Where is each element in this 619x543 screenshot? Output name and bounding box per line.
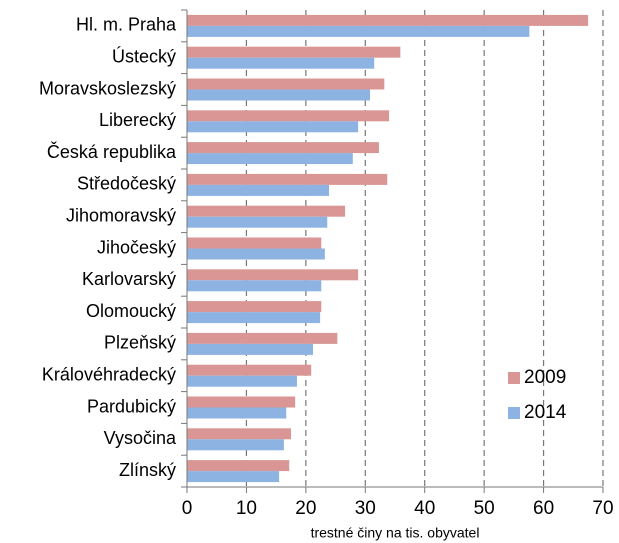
bar — [187, 364, 312, 376]
legend-label: 2014 — [524, 402, 567, 423]
y-tick-label: Zlínský — [119, 460, 176, 480]
legend-swatch — [508, 372, 520, 384]
bar — [187, 184, 330, 196]
legend-label: 2009 — [524, 367, 566, 388]
bar — [187, 237, 322, 249]
bar — [187, 57, 375, 69]
y-tick-label: Královéhradecký — [42, 364, 176, 384]
bar — [187, 110, 390, 122]
bar — [187, 332, 338, 344]
bar — [187, 407, 287, 419]
bar — [187, 205, 346, 217]
bar — [187, 460, 290, 472]
bar — [187, 312, 321, 324]
x-axis-label: trestné činy na tis. obyvatel — [311, 525, 480, 541]
bar — [187, 428, 291, 440]
y-tick-label: Liberecký — [99, 110, 176, 130]
bar — [187, 121, 359, 133]
bar — [187, 46, 401, 58]
x-tick-label: 60 — [533, 498, 554, 519]
x-tick-label: 20 — [295, 498, 316, 519]
y-tick-label: Moravskoslezský — [39, 78, 176, 98]
bar — [187, 301, 322, 313]
bar — [187, 471, 280, 483]
bar — [187, 216, 328, 228]
bar — [187, 439, 284, 451]
bar — [187, 375, 297, 387]
y-tick-label: Jihomoravský — [66, 205, 176, 225]
bar — [187, 153, 353, 165]
bar — [187, 173, 388, 185]
y-tick-label: Hl. m. Praha — [76, 15, 177, 35]
y-tick-label: Pardubický — [87, 396, 176, 416]
y-tick-label: Vysočina — [104, 428, 177, 448]
bar — [187, 396, 296, 408]
bar — [187, 14, 589, 26]
y-tick-label: Plzeňský — [104, 333, 176, 353]
bar — [187, 89, 371, 101]
x-tick-label: 10 — [236, 498, 257, 519]
y-tick-label: Středočeský — [77, 174, 176, 194]
legend-swatch — [508, 407, 520, 419]
x-tick-label: 40 — [414, 498, 435, 519]
bar — [187, 248, 325, 260]
bar — [187, 269, 359, 281]
bar — [187, 142, 379, 154]
y-tick-label: Jihočeský — [97, 237, 176, 257]
x-tick-label: 30 — [355, 498, 376, 519]
y-tick-label: Olomoucký — [86, 301, 176, 321]
x-tick-label: 50 — [474, 498, 495, 519]
x-tick-label: 70 — [592, 498, 613, 519]
bar — [187, 78, 385, 90]
x-tick-label: 0 — [182, 498, 193, 519]
y-tick-label: Ústecký — [112, 45, 176, 66]
bar — [187, 280, 322, 292]
y-tick-label: Česká republika — [47, 141, 177, 162]
bar — [187, 25, 530, 37]
y-tick-label: Karlovarský — [82, 269, 176, 289]
bar — [187, 343, 313, 355]
